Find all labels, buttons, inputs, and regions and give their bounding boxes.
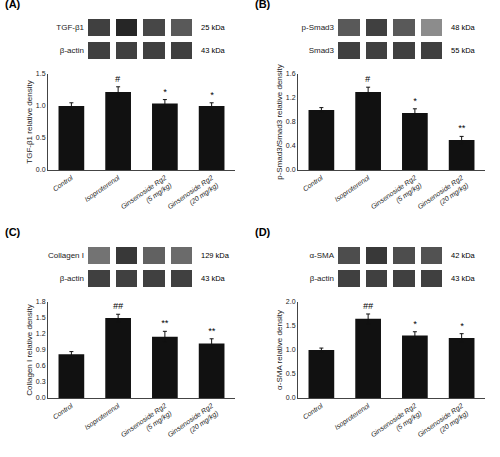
svg-text:#: # (365, 74, 371, 84)
svg-text:43 kDa: 43 kDa (201, 46, 226, 55)
svg-text:(C): (C) (5, 226, 21, 238)
svg-text:0.9: 0.9 (36, 346, 46, 353)
svg-text:*: * (163, 87, 167, 97)
svg-text:Ginsenoside Rg2(20 mg/kg): Ginsenoside Rg2(20 mg/kg) (416, 402, 470, 447)
svg-text:**: ** (161, 318, 169, 328)
svg-text:42 kDa: 42 kDa (451, 251, 476, 260)
svg-text:0.3: 0.3 (36, 378, 46, 385)
svg-text:p-Smad3/Smad3 relative density: p-Smad3/Smad3 relative density (275, 64, 284, 180)
svg-text:TGF-β1 relative density: TGF-β1 relative density (25, 80, 34, 163)
svg-text:1.0: 1.0 (36, 102, 46, 109)
svg-text:**: ** (208, 326, 216, 336)
svg-text:Control: Control (301, 174, 324, 193)
svg-text:0.4: 0.4 (286, 142, 296, 149)
svg-text:Ginsenoside Rg2(5 mg/kg): Ginsenoside Rg2(5 mg/kg) (119, 402, 173, 447)
svg-text:TGF-β1: TGF-β1 (56, 23, 84, 32)
svg-text:Ginsenoside Rg2(20 mg/kg): Ginsenoside Rg2(20 mg/kg) (416, 174, 470, 219)
svg-text:(A): (A) (5, 0, 21, 10)
svg-text:0.0: 0.0 (286, 394, 296, 401)
svg-text:1.0: 1.0 (286, 346, 296, 353)
svg-text:1.5: 1.5 (36, 314, 46, 321)
svg-text:Ginsenoside Rg2(20 mg/kg): Ginsenoside Rg2(20 mg/kg) (166, 174, 220, 219)
svg-text:##: ## (113, 301, 124, 311)
svg-text:*: * (460, 321, 464, 331)
svg-text:129 kDa: 129 kDa (201, 251, 230, 260)
svg-text:1.5: 1.5 (36, 70, 46, 77)
svg-text:β-actin: β-actin (60, 46, 84, 55)
svg-text:0.0: 0.0 (36, 166, 46, 173)
svg-text:1.2: 1.2 (36, 330, 46, 337)
svg-text:##: ## (363, 301, 374, 311)
svg-text:Smad3: Smad3 (309, 46, 335, 55)
svg-text:#: # (115, 74, 121, 84)
svg-text:1.8: 1.8 (36, 298, 46, 305)
svg-text:**: ** (458, 123, 466, 133)
svg-text:0.0: 0.0 (286, 166, 296, 173)
svg-text:*: * (413, 319, 417, 329)
svg-text:0.5: 0.5 (36, 134, 46, 141)
svg-text:1.5: 1.5 (286, 322, 296, 329)
svg-text:0.6: 0.6 (36, 362, 46, 369)
svg-text:0.5: 0.5 (286, 370, 296, 377)
svg-text:Ginsenoside Rg2(5 mg/kg): Ginsenoside Rg2(5 mg/kg) (369, 174, 423, 219)
svg-text:0.0: 0.0 (36, 394, 46, 401)
svg-text:43 kDa: 43 kDa (451, 274, 476, 283)
svg-text:α-SMA relative density: α-SMA relative density (275, 310, 284, 390)
svg-text:*: * (413, 96, 417, 106)
svg-text:Collagen I: Collagen I (48, 251, 84, 260)
svg-text:1.6: 1.6 (286, 70, 296, 77)
svg-text:(B): (B) (255, 0, 271, 10)
svg-text:Collagen I relative density: Collagen I relative density (25, 304, 34, 396)
svg-text:1.2: 1.2 (286, 94, 296, 101)
svg-text:2.0: 2.0 (286, 298, 296, 305)
svg-text:Isoproterenol: Isoproterenol (83, 402, 121, 432)
svg-text:β-actin: β-actin (60, 274, 84, 283)
svg-text:43 kDa: 43 kDa (201, 274, 226, 283)
svg-text:55 kDa: 55 kDa (451, 46, 476, 55)
svg-text:Control: Control (51, 174, 74, 193)
svg-text:25 kDa: 25 kDa (201, 23, 226, 32)
svg-text:Ginsenoside Rg2(5 mg/kg): Ginsenoside Rg2(5 mg/kg) (369, 402, 423, 447)
svg-text:α-SMA: α-SMA (309, 251, 334, 260)
svg-text:Ginsenoside Rg2(20 mg/kg): Ginsenoside Rg2(20 mg/kg) (166, 402, 220, 447)
svg-text:Ginsenoside Rg2(5 mg/kg): Ginsenoside Rg2(5 mg/kg) (119, 174, 173, 219)
svg-text:Isoproterenol: Isoproterenol (83, 174, 121, 204)
svg-text:Isoproterenol: Isoproterenol (333, 174, 371, 204)
svg-text:0.8: 0.8 (286, 118, 296, 125)
svg-text:Isoproterenol: Isoproterenol (333, 402, 371, 432)
svg-text:Control: Control (301, 402, 324, 421)
svg-text:β-actin: β-actin (310, 274, 334, 283)
svg-text:Control: Control (51, 402, 74, 421)
svg-text:p-Smad3: p-Smad3 (302, 23, 335, 32)
svg-text:(D): (D) (255, 226, 271, 238)
svg-text:*: * (210, 90, 214, 100)
svg-text:48 kDa: 48 kDa (451, 23, 476, 32)
